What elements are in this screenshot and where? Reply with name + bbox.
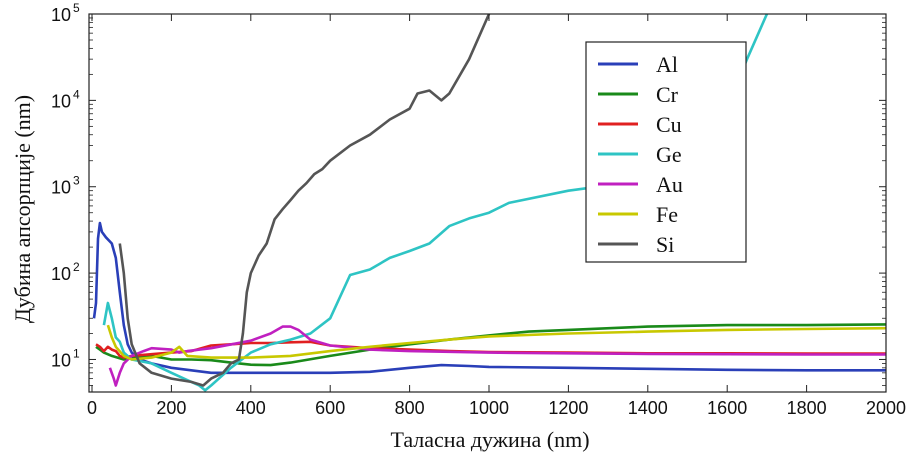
y-tick-exponent: 4 [73,87,80,101]
legend-label-au: Au [656,172,683,197]
series-line-au [108,325,886,387]
x-tick-label: 1400 [628,398,668,418]
x-tick-label: 2000 [866,398,906,418]
legend-label-ge: Ge [656,142,682,167]
legend-label-fe: Fe [656,202,678,227]
legend-box [585,41,747,263]
y-tick-label: 10 [51,91,71,111]
x-axis-title: Таласна дужина (nm) [390,427,589,452]
legend-label-al: Al [656,52,678,77]
y-tick-label: 10 [51,5,71,25]
x-tick-label: 200 [156,398,186,418]
x-tick-label: 1600 [707,398,747,418]
x-tick-label: 1000 [469,398,509,418]
x-tick-label: 800 [395,398,425,418]
y-tick-label: 10 [51,350,71,370]
series-line-al [92,221,886,375]
x-tick-label: 400 [236,398,266,418]
legend-label-cu: Cu [656,112,682,137]
y-tick-exponent: 2 [73,260,80,274]
legend-label-si: Si [656,232,674,257]
y-tick-exponent: 1 [73,346,80,360]
series-line-fe [106,324,886,361]
y-tick-label: 10 [51,178,71,198]
x-tick-label: 0 [87,398,97,418]
y-tick-label: 10 [51,264,71,284]
series-line-cr [95,323,886,367]
plot-frame [88,13,887,393]
x-tick-label: 1200 [548,398,588,418]
series-layer [92,14,886,392]
legend-label-cr: Cr [656,82,679,107]
x-tick-label: 600 [315,398,345,418]
y-axis-title: Дубина апсорпције (nm) [10,95,35,323]
legend: Al Cr Cu Ge Au Fe Si [585,41,747,263]
y-tick-exponent: 5 [73,1,80,15]
x-tick-label: 1800 [787,398,827,418]
y-tick-exponent: 3 [73,174,80,188]
series-line-si [118,14,491,387]
